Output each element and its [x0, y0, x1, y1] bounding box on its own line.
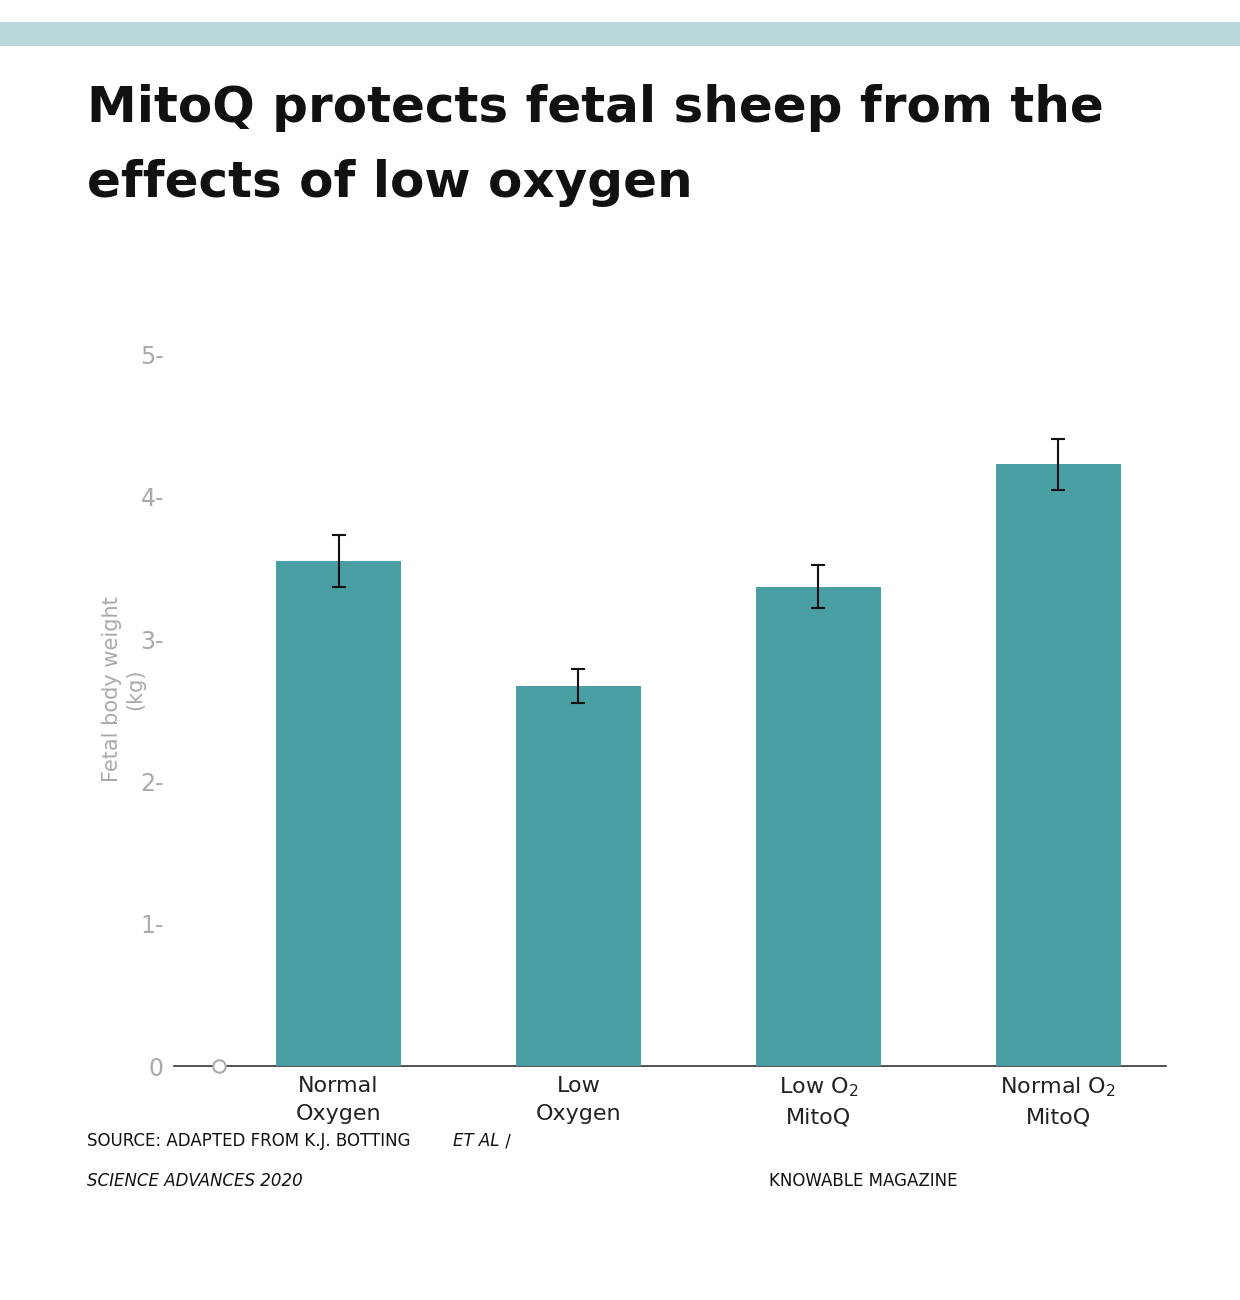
Text: SOURCE: ADAPTED FROM K.J. BOTTING: SOURCE: ADAPTED FROM K.J. BOTTING — [87, 1132, 415, 1150]
Y-axis label: Fetal body weight
(kg): Fetal body weight (kg) — [102, 597, 145, 781]
Bar — [756, 586, 880, 1066]
Bar — [277, 562, 401, 1066]
Bar — [516, 686, 641, 1066]
Text: SCIENCE ADVANCES 2020: SCIENCE ADVANCES 2020 — [87, 1171, 303, 1190]
Text: MitoQ protects fetal sheep from the: MitoQ protects fetal sheep from the — [87, 84, 1104, 133]
Bar — [996, 464, 1121, 1066]
Text: /: / — [500, 1132, 511, 1150]
Text: ET AL: ET AL — [453, 1132, 498, 1150]
Text: effects of low oxygen: effects of low oxygen — [87, 159, 692, 207]
Text: KNOWABLE MAGAZINE: KNOWABLE MAGAZINE — [769, 1171, 957, 1190]
